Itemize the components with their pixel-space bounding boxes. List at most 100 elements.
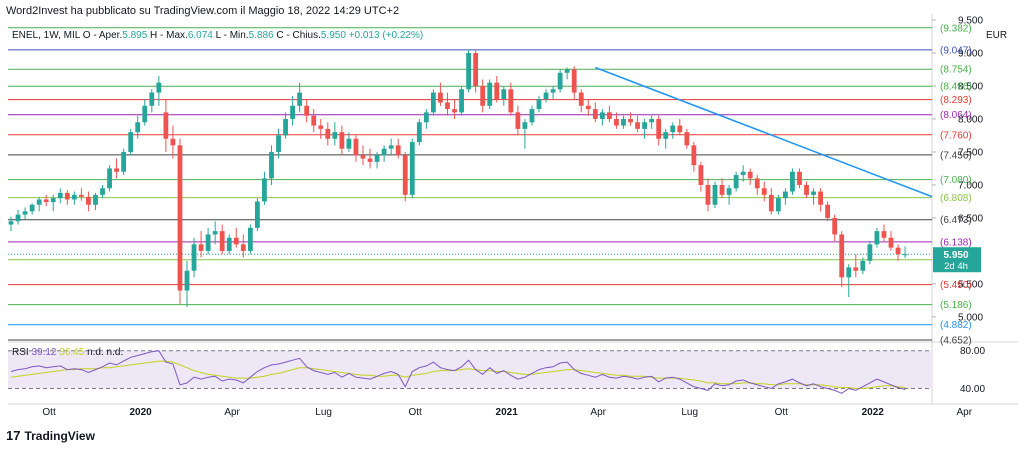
candle-body [311, 115, 317, 126]
candle-body [783, 191, 788, 199]
candle-body [339, 132, 345, 149]
candle-body [142, 105, 148, 123]
candle-body [501, 89, 507, 100]
candle-body [219, 231, 225, 251]
candle-body [50, 198, 56, 203]
tradingview-brand[interactable]: 17 TradingView [6, 428, 95, 443]
candle-body [677, 125, 683, 133]
candle-body [860, 260, 866, 271]
candle-body [346, 138, 352, 149]
x-tick-label: 2022 [862, 407, 885, 418]
candle-body [846, 267, 852, 278]
candle-body [247, 227, 253, 251]
open-value: 5.895 [122, 30, 148, 41]
candle-body [698, 165, 704, 185]
close-value: 5.950 [320, 30, 346, 41]
candle-body [853, 267, 859, 271]
candle-body [585, 105, 591, 110]
y-tick-label: 5.000 [958, 312, 983, 323]
candle-body [318, 125, 324, 129]
candle-body [22, 211, 28, 215]
x-tick-label: Apr [224, 407, 240, 418]
level-label: (7.080) [940, 175, 972, 186]
candle-body [473, 52, 479, 86]
x-tick-label: 2020 [129, 407, 152, 418]
candle-body [895, 247, 901, 255]
symbol-legend: ENEL, 1W, MIL O - Aper.5.895 H - Max.6.0… [12, 30, 423, 41]
y-tick-label: 6.500 [958, 213, 983, 224]
candle-body [149, 92, 155, 106]
low-label: L - Min. [215, 30, 249, 41]
rsi-na-2: n.d. [106, 347, 124, 358]
symbol-name: ENEL, 1W, MIL [12, 30, 80, 41]
candle-body [86, 196, 91, 205]
candle-body [775, 198, 781, 212]
candle-body [599, 112, 605, 119]
candle-body [79, 194, 84, 197]
level-label: (5.186) [940, 300, 972, 311]
candle-body [395, 145, 401, 156]
candle-body [550, 89, 556, 93]
y-tick-label: 9.500 [958, 16, 983, 27]
y-tick-label: 8.500 [958, 81, 983, 92]
candle-body [578, 92, 584, 106]
candle-body [691, 145, 697, 166]
candle-body [240, 244, 246, 251]
candle-body [15, 214, 21, 222]
x-tick-label: Ott [775, 407, 789, 418]
y-tick-label: 7.000 [958, 180, 983, 191]
candle-body [557, 72, 563, 90]
rsi-ma-line [10, 360, 906, 389]
candle-body [642, 122, 647, 129]
publish-header: Word2Invest ha pubblicato su TradingView… [6, 5, 400, 17]
candle-body [635, 122, 640, 129]
level-label: (8.754) [940, 65, 972, 76]
candle-body [233, 237, 239, 245]
last-price-badge [933, 247, 981, 273]
candle-body [614, 118, 619, 126]
candle-body [881, 231, 887, 238]
candle-body [163, 112, 169, 139]
candle-body [733, 175, 739, 189]
last-price-countdown: 2d 4h [944, 261, 968, 272]
candle-body [114, 168, 119, 172]
candle-body [367, 158, 373, 162]
level-label: (9.382) [940, 23, 972, 34]
x-tick-label: Lug [315, 407, 332, 418]
level-label: (8.064) [940, 110, 972, 121]
candle-body [283, 118, 288, 136]
rsi-value: 39.12 [31, 347, 57, 358]
candle-body [452, 109, 457, 113]
y-tick-label: 9.000 [958, 48, 983, 59]
rsi-na-1: n.d. [87, 347, 104, 358]
candle-body [522, 122, 528, 129]
level-label: (6.473) [940, 215, 972, 226]
x-tick-label: Ott [408, 407, 422, 418]
candle-body [839, 234, 845, 278]
y-tick-label: 8.000 [958, 114, 983, 125]
rsi-line [10, 350, 906, 394]
candle-body [374, 155, 380, 162]
candle-body [719, 184, 725, 195]
candle-body [135, 122, 141, 133]
candle-body [100, 188, 105, 195]
candle-body [36, 199, 42, 205]
candle-body [818, 191, 823, 205]
candle-body [191, 244, 197, 271]
candle-body [71, 194, 77, 200]
candle-body [255, 201, 260, 228]
rsi-level-label: 80.00 [960, 346, 985, 357]
candle-body [423, 112, 429, 123]
candle-body [121, 151, 127, 172]
candle-body [360, 155, 366, 159]
high-label: H - Max. [150, 30, 188, 41]
candle-body [656, 118, 662, 139]
rsi-label: RSI [12, 347, 29, 358]
candle-body [790, 171, 795, 192]
candle-body [607, 112, 612, 119]
level-label: (6.808) [940, 193, 972, 204]
level-label: (8.496) [940, 82, 972, 93]
close-label: C - Chius. [276, 30, 321, 41]
x-tick-label: Ott [42, 407, 56, 418]
